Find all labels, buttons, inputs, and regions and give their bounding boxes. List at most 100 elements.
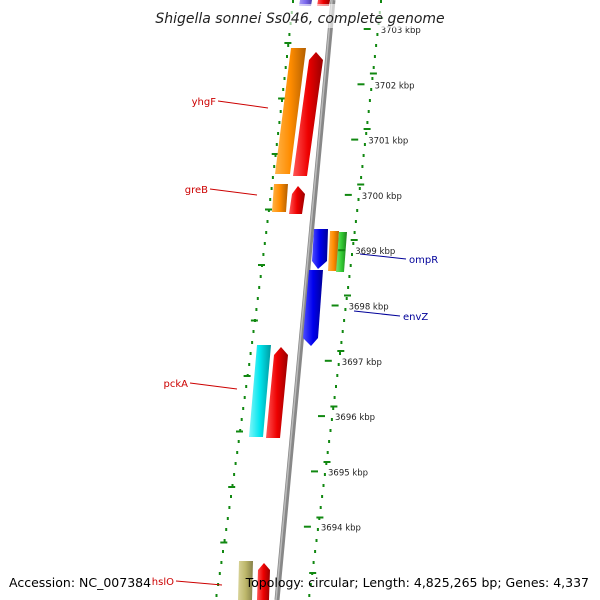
left-ring-dot xyxy=(263,242,266,245)
right-ring-dot xyxy=(328,440,331,443)
right-ring-dot xyxy=(344,308,347,311)
left-ring-dot xyxy=(256,297,259,300)
gene-ompR-green xyxy=(336,232,347,272)
left-ring-dot xyxy=(282,88,285,91)
left-ring-major-tick xyxy=(258,264,265,266)
right-ring-dot xyxy=(335,385,337,388)
label-line-greB xyxy=(209,188,258,196)
scale-tick xyxy=(303,525,311,528)
right-ring-dot xyxy=(376,33,379,36)
left-ring-major-tick xyxy=(220,541,228,544)
right-ring-dot xyxy=(323,473,326,476)
left-ring-dot xyxy=(283,77,286,80)
left-ring-dot xyxy=(265,231,268,234)
left-ring-dot xyxy=(281,99,283,102)
right-ring-major-tick xyxy=(350,239,358,241)
left-ring-dot xyxy=(292,0,294,3)
left-tick-ring xyxy=(215,0,294,597)
right-ring-dot xyxy=(349,264,352,267)
right-ring-dot xyxy=(361,165,364,168)
right-ring-major-tick xyxy=(330,405,338,408)
right-ring-dot xyxy=(354,220,357,223)
left-ring-dot xyxy=(288,33,291,36)
left-ring-dot xyxy=(262,253,265,256)
scale-label: 3699 kbp xyxy=(355,247,395,257)
genome-info-text: Topology: circular; Length: 4,825,265 bp… xyxy=(245,575,589,590)
left-ring-dot xyxy=(226,517,229,520)
left-ring-dot xyxy=(218,572,221,575)
right-ring-dot xyxy=(365,132,368,135)
right-ring-dot xyxy=(339,352,341,355)
right-ring-dot xyxy=(309,583,312,586)
right-ring-major-tick xyxy=(344,294,351,297)
right-ring-major-tick xyxy=(316,516,324,519)
genome-backbone-highlight xyxy=(275,0,333,600)
gene-hslO-red xyxy=(257,563,270,600)
scale-label: 3698 kbp xyxy=(349,303,389,313)
right-ring-dot xyxy=(332,407,335,410)
gene-label-envZ: envZ xyxy=(403,312,428,323)
gene-pckA-cyan xyxy=(249,345,271,437)
left-ring-dot xyxy=(286,55,288,58)
left-ring-dot xyxy=(245,385,248,388)
right-ring-dot xyxy=(356,209,359,212)
right-ring-major-tick xyxy=(363,128,371,130)
left-ring-dot xyxy=(222,550,224,553)
scale-label: 3703 kbp xyxy=(381,26,421,36)
left-ring-dot xyxy=(258,286,261,289)
gene-label-yhgF: yhgF xyxy=(192,97,217,108)
right-ring-major-tick xyxy=(309,572,317,574)
right-ring-dot xyxy=(330,418,333,421)
left-ring-dot xyxy=(230,495,232,498)
left-ring-dot xyxy=(277,132,280,135)
left-ring-major-tick xyxy=(278,97,286,100)
gene-label-hslO: hslO xyxy=(152,577,174,588)
gene-pckA-red xyxy=(266,347,288,438)
right-ring-dot xyxy=(363,143,366,146)
title-backdrop xyxy=(150,4,450,28)
right-ring-dot xyxy=(373,55,376,58)
genome-backbone xyxy=(274,0,336,600)
right-ring-dot xyxy=(347,286,350,289)
scale-label: 3695 kbp xyxy=(328,468,368,478)
right-ring-dot xyxy=(326,451,329,454)
scale-tick xyxy=(344,193,352,196)
right-ring-dot xyxy=(348,275,351,278)
gene-ompR-orange xyxy=(328,231,339,271)
right-ring-major-tick xyxy=(323,461,331,463)
label-line-envZ xyxy=(353,310,401,317)
left-ring-dot xyxy=(236,451,239,454)
right-ring-dot xyxy=(360,176,363,179)
left-ring-major-tick xyxy=(250,319,258,322)
left-ring-major-tick xyxy=(236,430,243,433)
gene-label-greB: greB xyxy=(185,185,208,196)
scale-label: 3697 kbp xyxy=(342,358,382,368)
left-ring-dot xyxy=(225,528,228,531)
left-ring-dot xyxy=(259,275,262,278)
scale-tick xyxy=(311,470,318,473)
left-ring-dot xyxy=(273,165,276,168)
right-ring-dot xyxy=(352,242,355,245)
left-ring-dot xyxy=(284,66,287,69)
gene-envZ-blue xyxy=(303,270,323,346)
gene-hslO-khaki xyxy=(238,561,253,600)
right-ring-dot xyxy=(351,253,353,256)
label-line-pckA xyxy=(189,382,238,390)
gene-greB-red xyxy=(289,186,305,214)
right-ring-major-tick xyxy=(369,72,377,75)
left-ring-dot xyxy=(240,418,243,421)
right-ring-dot xyxy=(321,495,324,498)
right-ring-dot xyxy=(336,374,339,377)
left-ring-dot xyxy=(271,176,274,179)
right-ring-dot xyxy=(341,330,344,333)
gene-yhgF-red xyxy=(293,52,323,176)
scale-label: 3700 kbp xyxy=(362,192,402,202)
left-ring-major-tick xyxy=(284,42,292,44)
left-ring-dot xyxy=(269,198,272,201)
scale-tick xyxy=(357,83,365,86)
right-ring-dot xyxy=(308,594,311,597)
gene-label-pckA: pckA xyxy=(164,379,189,390)
left-ring-dot xyxy=(270,187,273,190)
right-ring-dot xyxy=(343,319,346,322)
left-ring-major-tick xyxy=(271,153,279,155)
